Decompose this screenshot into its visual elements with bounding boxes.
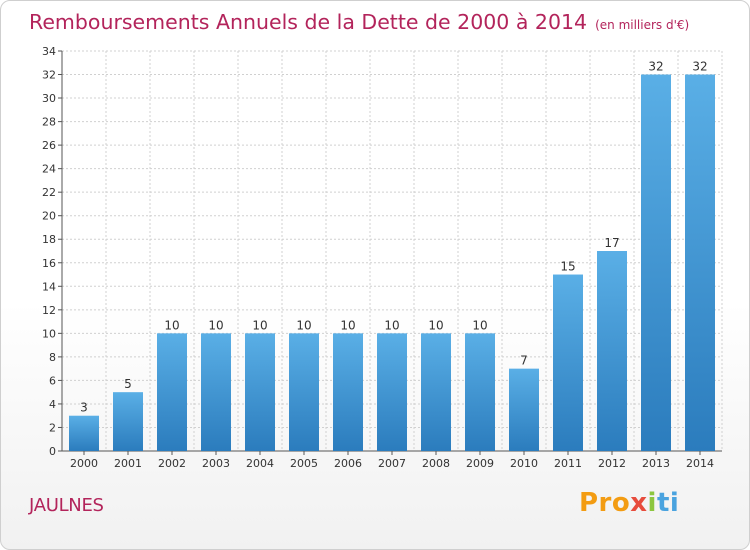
bar-2006: [333, 333, 363, 451]
x-tick-label-2014: 2014: [686, 457, 714, 470]
x-tick-label-2012: 2012: [598, 457, 626, 470]
y-tick-label: 32: [42, 69, 56, 82]
y-tick-label: 28: [42, 116, 56, 129]
y-tick-label: 0: [49, 445, 56, 458]
data-label-2008: 10: [428, 318, 443, 332]
y-tick-label: 24: [42, 163, 56, 176]
bar-2007: [377, 333, 407, 451]
y-tick-label: 20: [42, 210, 56, 223]
x-tick-label-2008: 2008: [422, 457, 450, 470]
data-label-2003: 10: [208, 318, 223, 332]
bar-2012: [597, 251, 627, 451]
data-label-2013: 32: [648, 60, 663, 74]
data-label-2002: 10: [164, 318, 179, 332]
bar-2000: [69, 415, 99, 451]
data-label-2012: 17: [604, 236, 619, 250]
y-tick-label: 16: [42, 257, 56, 270]
y-tick-label: 10: [42, 327, 56, 340]
data-label-2000: 3: [80, 401, 88, 415]
logo-part-2: x: [630, 488, 648, 518]
x-tick-label-2009: 2009: [466, 457, 494, 470]
y-tick-label: 2: [49, 421, 56, 434]
data-label-2011: 15: [560, 260, 575, 274]
chart-title: Remboursements Annuels de la Dette de 20…: [29, 7, 689, 40]
bar-2004: [245, 333, 275, 451]
x-tick-label-2013: 2013: [642, 457, 670, 470]
data-label-2010: 7: [520, 354, 528, 368]
data-label-2001: 5: [124, 377, 132, 391]
bar-2008: [421, 333, 451, 451]
x-tick-label-2005: 2005: [290, 457, 318, 470]
y-tick-label: 22: [42, 186, 56, 199]
x-tick-label-2010: 2010: [510, 457, 538, 470]
title-unit: (en milliers d'€): [595, 18, 690, 32]
y-tick-label: 12: [42, 304, 56, 317]
x-tick-label-2000: 2000: [70, 457, 98, 470]
y-tick-label: 4: [49, 398, 56, 411]
x-tick-label-2004: 2004: [246, 457, 274, 470]
bar-2011: [553, 274, 583, 451]
y-tick-label: 6: [49, 374, 56, 387]
bar-2014: [685, 74, 715, 451]
data-label-2004: 10: [252, 318, 267, 332]
x-tick-label-2011: 2011: [554, 457, 582, 470]
x-tick-label-2003: 2003: [202, 457, 230, 470]
data-label-2009: 10: [472, 318, 487, 332]
title-main: Remboursements Annuels de la Dette de 20…: [29, 10, 588, 34]
x-tick-label-2007: 2007: [378, 457, 406, 470]
data-label-2014: 32: [692, 60, 707, 74]
logo-part-3: i: [647, 488, 657, 518]
bar-2013: [641, 74, 671, 451]
labels: 0246810121416182022242628303234320005200…: [42, 45, 714, 470]
bars: [69, 74, 715, 451]
data-label-2007: 10: [384, 318, 399, 332]
bar-2003: [201, 333, 231, 451]
bar-2009: [465, 333, 495, 451]
bar-2001: [113, 392, 143, 451]
commune-name: JAULNES: [29, 495, 104, 516]
x-tick-label-2006: 2006: [334, 457, 362, 470]
y-tick-label: 18: [42, 233, 56, 246]
logo-part-1: Pro: [579, 488, 631, 518]
y-tick-label: 8: [49, 351, 56, 364]
x-tick-label-2002: 2002: [158, 457, 186, 470]
y-tick-label: 26: [42, 139, 56, 152]
data-label-2006: 10: [340, 318, 355, 332]
proxiti-logo[interactable]: Proxiti: [579, 488, 679, 518]
bar-2005: [289, 333, 319, 451]
logo-part-4: ti: [656, 488, 680, 518]
y-tick-label: 14: [42, 280, 56, 293]
bar-2002: [157, 333, 187, 451]
y-tick-label: 30: [42, 92, 56, 105]
y-tick-label: 34: [42, 45, 56, 58]
bar-2010: [509, 368, 539, 451]
x-tick-label-2001: 2001: [114, 457, 142, 470]
data-label-2005: 10: [296, 318, 311, 332]
